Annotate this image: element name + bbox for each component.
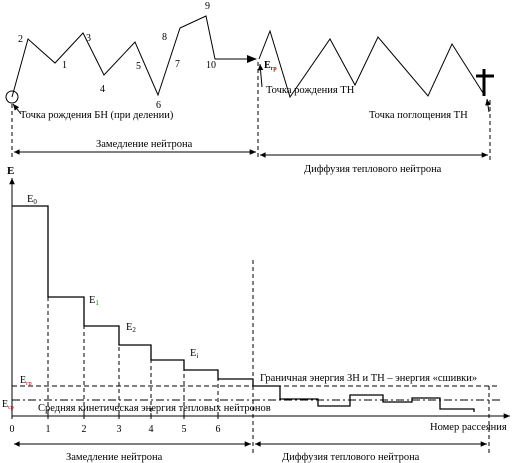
absorption-cross-icon	[476, 69, 494, 96]
x-tick-label: 6	[216, 424, 221, 435]
slowing-span-label: Замедление нейтрона	[96, 139, 193, 150]
thermal-diffusion-energy-steps	[253, 385, 475, 412]
path-number: 6	[156, 100, 161, 111]
energy-label-e1: E1	[89, 295, 99, 307]
drop-lines	[47, 206, 490, 455]
bottom-slowing-span-label: Замедление нейтрона	[66, 452, 163, 463]
x-tick-label: 0	[10, 424, 15, 435]
path-number: 10	[206, 60, 216, 71]
x-axis-label: Номер рассеяния	[430, 422, 507, 433]
path-number: 4	[100, 84, 105, 95]
neutron-path-diagram: 1 2 3 4 5 6 7 8 9 10 Eгр Точка рождения …	[5, 1, 494, 175]
birth-fast-label: Точка рождения БН (при делении)	[20, 110, 174, 121]
boundary-energy-annotation: Граничная энергия ЗН и ТН – энергия «сши…	[260, 373, 477, 384]
y-axis-label: E	[7, 165, 14, 177]
mean-energy-axis-label: Eср	[2, 399, 14, 411]
path-number: 2	[18, 34, 23, 45]
path-number: 7	[175, 59, 180, 70]
slowing-down-energy-steps	[12, 205, 254, 386]
path-number: 3	[86, 33, 91, 44]
energy-step-chart: E Номер рассеяния 0 1 2 3 4 5 6	[2, 165, 510, 463]
x-tick-label: 4	[149, 424, 154, 435]
x-tick-label: 3	[117, 424, 122, 435]
path-number: 5	[136, 61, 141, 72]
boundary-energy-axis-label: Eгр	[20, 375, 32, 387]
energy-label-ei: Ei	[190, 348, 198, 360]
birth-fast-pointer	[12, 103, 22, 115]
diffusion-span-label: Диффузия теплового нейтрона	[304, 164, 442, 175]
mean-energy-annotation: Средняя кинетическая энергия тепловых не…	[38, 403, 271, 414]
absorption-label: Точка поглощения ТН	[369, 110, 468, 121]
x-tick-label: 2	[82, 424, 87, 435]
energy-label-e0: E0	[27, 194, 37, 206]
boundary-energy-marker: Eгр	[264, 60, 277, 72]
slowing-down-trajectory	[11, 15, 253, 98]
diffusion-trajectory	[258, 29, 486, 99]
birth-thermal-label: Точка рождения ТН	[266, 85, 355, 96]
absorption-pointer	[485, 98, 491, 113]
path-number: 8	[162, 32, 167, 43]
path-number: 1	[62, 60, 67, 71]
birth-arrowhead	[247, 55, 257, 63]
x-tick-label: 5	[182, 424, 187, 435]
path-number: 9	[205, 1, 210, 12]
scattering-numbers: 1 2 3 4 5 6 7 8 9 10	[18, 1, 216, 111]
energy-label-e2: E2	[126, 322, 136, 334]
x-tick-label: 1	[46, 424, 51, 435]
birth-thermal-pointer	[257, 63, 264, 88]
bottom-diffusion-span-label: Диффузия теплового нейтрона	[282, 452, 420, 463]
